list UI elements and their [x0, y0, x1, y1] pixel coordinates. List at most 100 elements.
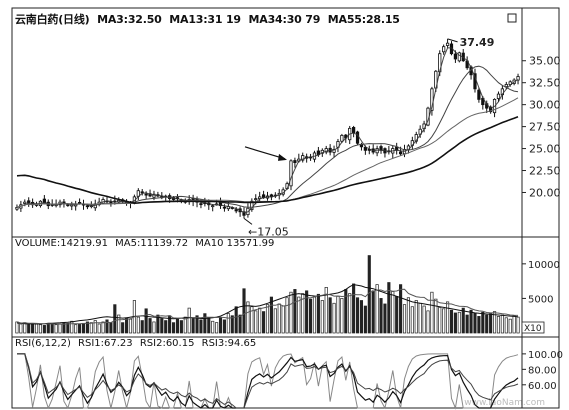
- volume-unit-label: X10: [524, 324, 542, 334]
- candle-body: [23, 201, 27, 204]
- ma13-line: [16, 65, 519, 208]
- volume-bar: [359, 300, 364, 334]
- candle-body: [289, 160, 293, 187]
- volume-tick-label: 5000: [528, 294, 553, 305]
- volume-bar: [203, 313, 207, 334]
- volume-bar: [222, 319, 227, 334]
- candle-body: [398, 151, 403, 155]
- candle-body: [301, 155, 305, 161]
- volume-label: VOLUME:14219.91: [15, 238, 108, 249]
- volume-unit-box: [521, 321, 545, 334]
- rsi2-line: [17, 353, 519, 409]
- volume-bar: [156, 314, 160, 334]
- candle-body: [355, 131, 360, 144]
- volume-bar: [175, 318, 180, 334]
- volume-bar: [399, 284, 403, 334]
- rsi-tick-label: 100.00: [528, 350, 563, 361]
- volume-bar: [97, 323, 101, 334]
- candle-body: [496, 93, 501, 99]
- volume-bar: [262, 311, 266, 334]
- volume-bar: [332, 302, 336, 334]
- volume-bar: [89, 322, 93, 334]
- rsi-tick-label: 80.00: [528, 365, 557, 376]
- volume-bar: [199, 319, 203, 334]
- volume-bar: [117, 314, 121, 334]
- volume-bar: [74, 324, 78, 334]
- candle-body: [66, 204, 70, 207]
- volume-bar: [395, 295, 399, 334]
- candle-body: [352, 127, 356, 134]
- candle-body: [77, 202, 82, 204]
- rsi-tick-label: 60.00: [528, 381, 557, 392]
- volume-bar: [489, 313, 493, 334]
- candle-body: [504, 84, 508, 88]
- volume-bar: [81, 322, 86, 334]
- volume-bar: [226, 313, 230, 334]
- rsi-title: RSI(6,12,2): [15, 338, 71, 349]
- volume-bar: [242, 288, 246, 334]
- stock-title: 云南白药(日线): [15, 13, 90, 26]
- volume-panel-header: VOLUME:14219.91 MA5:11139.72 MA10 13571.…: [15, 238, 278, 249]
- volume-bar: [383, 303, 387, 334]
- volume-bar: [50, 322, 54, 334]
- volume-bar: [387, 282, 391, 334]
- volume-bar: [277, 303, 281, 334]
- volume-bar: [187, 307, 191, 334]
- volume-tick-label: 10000: [528, 260, 560, 271]
- volume-bar: [297, 296, 301, 334]
- rsi-panel-header: RSI(6,12,2) RSI1:67.23 RSI2:60.15 RSI3:9…: [15, 338, 260, 349]
- ma55-line: [16, 115, 519, 205]
- volume-bar: [164, 320, 168, 334]
- volume-bar: [320, 300, 324, 334]
- volume-ma10-label: MA10 13571.99: [195, 238, 275, 249]
- volume-bar: [316, 293, 320, 334]
- volume-bar: [218, 317, 223, 334]
- candle-body: [152, 193, 156, 198]
- candle-body: [109, 201, 113, 204]
- volume-bar: [336, 295, 340, 334]
- volume-bar: [442, 308, 446, 334]
- volume-bar: [27, 324, 31, 334]
- volume-bar: [355, 297, 360, 334]
- volume-bar: [234, 306, 238, 334]
- candle-body: [293, 160, 297, 164]
- price-panel-header: 云南白药(日线) MA3:32.50 MA13:31 19 MA34:30 79…: [15, 11, 404, 27]
- volume-ma5-line: [16, 284, 519, 325]
- volume-bar: [246, 301, 250, 334]
- volume-bar: [281, 305, 285, 334]
- volume-bar: [481, 311, 485, 334]
- volume-bar: [46, 323, 50, 334]
- volume-bar: [477, 316, 481, 334]
- volume-bar: [105, 319, 109, 334]
- candle-body: [211, 205, 215, 208]
- volume-bar: [140, 320, 144, 334]
- volume-bar: [15, 321, 19, 334]
- volume-bar: [375, 284, 379, 334]
- candle-body: [453, 53, 458, 60]
- candle-body: [375, 148, 379, 154]
- volume-bar: [426, 310, 430, 334]
- price-tick-label: 20.00: [529, 186, 561, 199]
- volume-bar: [179, 320, 183, 334]
- candle-body: [250, 200, 254, 211]
- volume-bar: [414, 300, 418, 334]
- volume-bar: [34, 323, 39, 334]
- rsi3-label: RSI3:94.65: [201, 338, 257, 349]
- volume-bar: [93, 320, 97, 334]
- volume-bar: [273, 308, 277, 334]
- volume-bar: [293, 289, 297, 334]
- volume-bar: [485, 314, 489, 334]
- candle-body: [254, 198, 258, 201]
- volume-bar: [215, 322, 219, 334]
- window-toggle-icon: [507, 13, 517, 23]
- price-tick-label: 30.00: [529, 99, 561, 112]
- breakout-arrow-head: [277, 153, 287, 161]
- candle-body: [27, 200, 31, 204]
- volume-bar: [54, 324, 58, 334]
- volume-bar: [348, 293, 352, 334]
- volume-bar: [148, 318, 152, 334]
- rsi3-line: [17, 353, 519, 410]
- volume-bar: [446, 301, 450, 334]
- volume-bar: [402, 304, 407, 334]
- volume-bar: [453, 312, 457, 334]
